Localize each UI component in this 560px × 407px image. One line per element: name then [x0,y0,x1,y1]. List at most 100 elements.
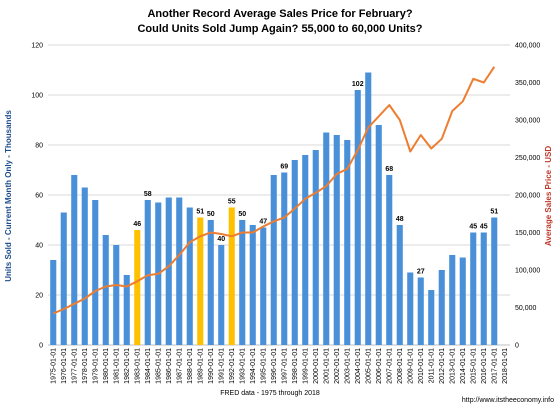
bar-data-label: 46 [133,221,141,228]
x-tick-label: 1976-01-01 [61,348,68,384]
bar [186,207,193,345]
x-tick-label: 1987-01-01 [176,348,183,384]
bar-data-label: 48 [396,216,404,223]
y-left-tick-label: 120 [31,43,43,50]
y-axis-right-title: Average Sales Price - USD [544,146,553,246]
x-tick-label: 2011-01-01 [428,348,435,383]
bar-data-label: 45 [469,224,477,231]
x-tick-label: 2001-01-01 [323,348,330,384]
x-tick-label: 2018-01-01 [502,348,509,384]
bar [176,197,183,345]
x-tick-label: 2013-01-01 [449,348,456,384]
x-tick-label: 1992-01-01 [229,348,236,384]
bar [396,225,403,345]
x-tick-label: 2016-01-01 [481,348,488,384]
bar-data-label: 55 [228,199,236,206]
x-tick-label: 1998-01-01 [292,348,299,384]
x-tick-label: 1989-01-01 [197,348,204,384]
bar [449,255,456,345]
bar [480,232,487,345]
y-right-tick-label: 50,000 [515,305,537,312]
x-tick-label: 2009-01-01 [407,348,414,384]
y-right-tick-label: 250,000 [515,155,540,162]
bar [407,272,414,345]
y-axis-right-ticks: 0 50,000 100,000 150,000 200,000 250,000 300,0… [515,43,540,350]
bar [491,217,498,345]
x-tick-label: 2014-01-01 [460,348,467,384]
bar [323,132,330,345]
x-tick-label: 2000-01-01 [313,348,320,384]
bar-series [50,72,498,345]
y-left-tick-label: 40 [35,243,43,250]
bar [92,200,99,345]
y-right-tick-label: 0 [515,343,519,350]
x-tick-label: 1978-01-01 [82,348,89,384]
x-tick-label: 1996-01-01 [271,348,278,384]
chart-title-line1: Another Record Average Sales Price for F… [147,8,412,20]
bar-data-label: 51 [490,209,498,216]
bar [312,150,319,345]
bar [81,187,88,345]
bar [344,140,351,345]
x-tick-label: 1984-01-01 [145,348,152,384]
bar-data-label: 50 [238,211,246,218]
x-tick-label: 2007-01-01 [386,348,393,384]
x-tick-label: 1983-01-01 [134,348,141,384]
bar [249,225,256,345]
bar [123,275,130,345]
bar-data-label: 47 [259,219,267,226]
source-url: http://www.itstheeconomy.info [462,397,554,404]
x-tick-label: 2006-01-01 [376,348,383,384]
bar [50,260,57,345]
bar [428,290,435,345]
y-right-tick-label: 350,000 [515,80,540,87]
bar-data-label: 58 [144,191,152,198]
y-left-tick-label: 80 [35,143,43,150]
bar [417,277,424,345]
y-right-tick-label: 100,000 [515,268,540,275]
bar-data-label: 40 [217,236,225,243]
x-tick-label: 1979-01-01 [92,348,99,384]
bar-data-label: 69 [280,164,288,171]
x-tick-label: 2004-01-01 [355,348,362,384]
x-tick-label: 1986-01-01 [166,348,173,384]
bar [281,172,288,345]
bar [218,245,225,345]
x-tick-label: 1991-01-01 [218,348,225,384]
bar [438,270,445,345]
bar-data-label: 68 [385,166,393,173]
bar [113,245,120,345]
x-tick-label: 1977-01-01 [71,348,78,384]
x-tick-label: 1993-01-01 [239,348,246,384]
chart-title-line2: Could Units Sold Jump Again? 55,000 to 6… [137,23,422,35]
x-tick-label: 1980-01-01 [103,348,110,384]
x-tick-label: 2005-01-01 [365,348,372,384]
bar-data-label: 27 [417,269,425,276]
x-tick-label: 2008-01-01 [397,348,404,384]
bar [228,207,235,345]
x-tick-label: 1975-01-01 [50,348,57,384]
bar [375,125,382,345]
x-tick-label: 2015-01-01 [470,348,477,384]
x-tick-label: 1981-01-01 [113,348,120,384]
x-tick-label: 2017-01-01 [491,348,498,384]
bar [470,232,477,345]
x-tick-label: 1997-01-01 [281,348,288,384]
bar [386,175,393,345]
bar [207,220,214,345]
bar [134,230,141,345]
bar [291,160,298,345]
bar-data-label: 51 [196,209,204,216]
bar [260,227,267,345]
y-left-tick-label: 20 [35,293,43,300]
line-series [52,66,496,315]
x-tick-label: 1990-01-01 [208,348,215,384]
x-tick-label: 2003-01-01 [344,348,351,384]
bar [270,175,277,345]
bar [197,217,204,345]
y-left-tick-label: 0 [39,343,43,350]
bar [60,212,67,345]
y-right-tick-label: 200,000 [515,193,540,200]
